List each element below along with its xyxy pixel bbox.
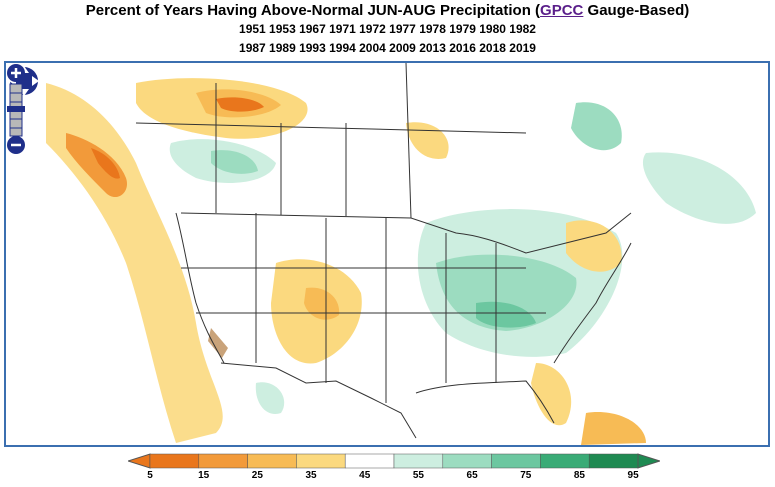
dry-area-southwest-core bbox=[304, 287, 340, 320]
legend-swatch bbox=[344, 453, 395, 469]
legend-tick-label: 65 bbox=[466, 470, 478, 481]
legend-swatch bbox=[442, 453, 492, 469]
color-legend: 5 15 25 35 45 55 65 75 85 95 bbox=[128, 452, 660, 486]
plus-icon bbox=[11, 68, 21, 78]
zoom-control[interactable] bbox=[6, 63, 26, 155]
wet-area-atlantic bbox=[642, 152, 756, 224]
pan-east-icon[interactable] bbox=[32, 76, 39, 86]
legend-high-arrow bbox=[637, 453, 660, 469]
legend-swatch bbox=[296, 453, 346, 469]
legend-swatch bbox=[149, 453, 200, 469]
legend-tick-label: 35 bbox=[305, 470, 317, 481]
legend-swatch bbox=[540, 453, 590, 469]
dry-area-baja bbox=[208, 328, 228, 358]
canada-arctic-line bbox=[135, 122, 527, 134]
title-prefix: Percent of Years Having Above-Normal JUN… bbox=[85, 2, 541, 19]
dry-area-hudson bbox=[406, 122, 449, 159]
west-coast bbox=[175, 212, 225, 364]
years-line-1: 1951 1953 1967 1971 1972 1977 1978 1979 … bbox=[239, 22, 536, 36]
wet-area-quebec bbox=[571, 102, 622, 151]
legend-colorbar bbox=[128, 453, 660, 469]
dry-area-northeast bbox=[566, 220, 622, 272]
legend-tick-label: 45 bbox=[359, 470, 371, 481]
legend-swatch bbox=[588, 453, 639, 469]
dry-area-bc-core bbox=[91, 148, 120, 179]
wet-area-east-core bbox=[476, 301, 536, 328]
dry-area-caribbean bbox=[581, 412, 646, 445]
legend-tick-label: 75 bbox=[520, 470, 532, 481]
province-line-4 bbox=[405, 63, 412, 219]
legend-tick-label: 95 bbox=[627, 470, 639, 481]
title-suffix: Gauge-Based) bbox=[583, 2, 690, 19]
legend-tick-label: 15 bbox=[198, 470, 210, 481]
dry-area-canada-deep bbox=[216, 97, 264, 112]
legend-tick-label: 85 bbox=[573, 470, 585, 481]
years-line-2: 1987 1989 1993 1994 2004 2009 2013 2016 … bbox=[239, 41, 536, 55]
legend-low-arrow bbox=[128, 453, 151, 469]
legend-tick-label: 55 bbox=[412, 470, 424, 481]
zoom-slider-handle[interactable] bbox=[7, 106, 25, 112]
legend-swatch bbox=[393, 453, 444, 469]
precipitation-map[interactable] bbox=[4, 61, 770, 447]
map-title: Percent of Years Having Above-Normal JUN… bbox=[0, 2, 775, 20]
legend-tick-label: 25 bbox=[251, 470, 263, 481]
us-canada-border bbox=[180, 212, 632, 254]
us-mexico-border bbox=[220, 362, 417, 439]
legend-swatch bbox=[247, 453, 297, 469]
atlantic-coast bbox=[553, 242, 632, 364]
legend-swatch bbox=[198, 453, 248, 469]
wet-area-east-mid bbox=[436, 254, 577, 331]
map-canvas bbox=[46, 63, 756, 445]
legend-labels: 5 15 25 35 45 55 65 75 85 95 bbox=[128, 470, 660, 484]
wet-area-mexico bbox=[255, 382, 285, 414]
map-title-block: Percent of Years Having Above-Normal JUN… bbox=[0, 0, 775, 58]
wet-area-prairies-core bbox=[211, 150, 258, 174]
political-boundaries bbox=[135, 63, 632, 439]
dry-area-bc-coast bbox=[66, 133, 127, 198]
anomaly-shading bbox=[46, 78, 756, 445]
gpcc-link[interactable]: GPCC bbox=[540, 2, 584, 19]
legend-swatch bbox=[491, 453, 541, 469]
legend-tick-label: 5 bbox=[147, 470, 153, 481]
gulf-coast bbox=[415, 380, 555, 424]
dry-area-florida bbox=[531, 363, 572, 426]
